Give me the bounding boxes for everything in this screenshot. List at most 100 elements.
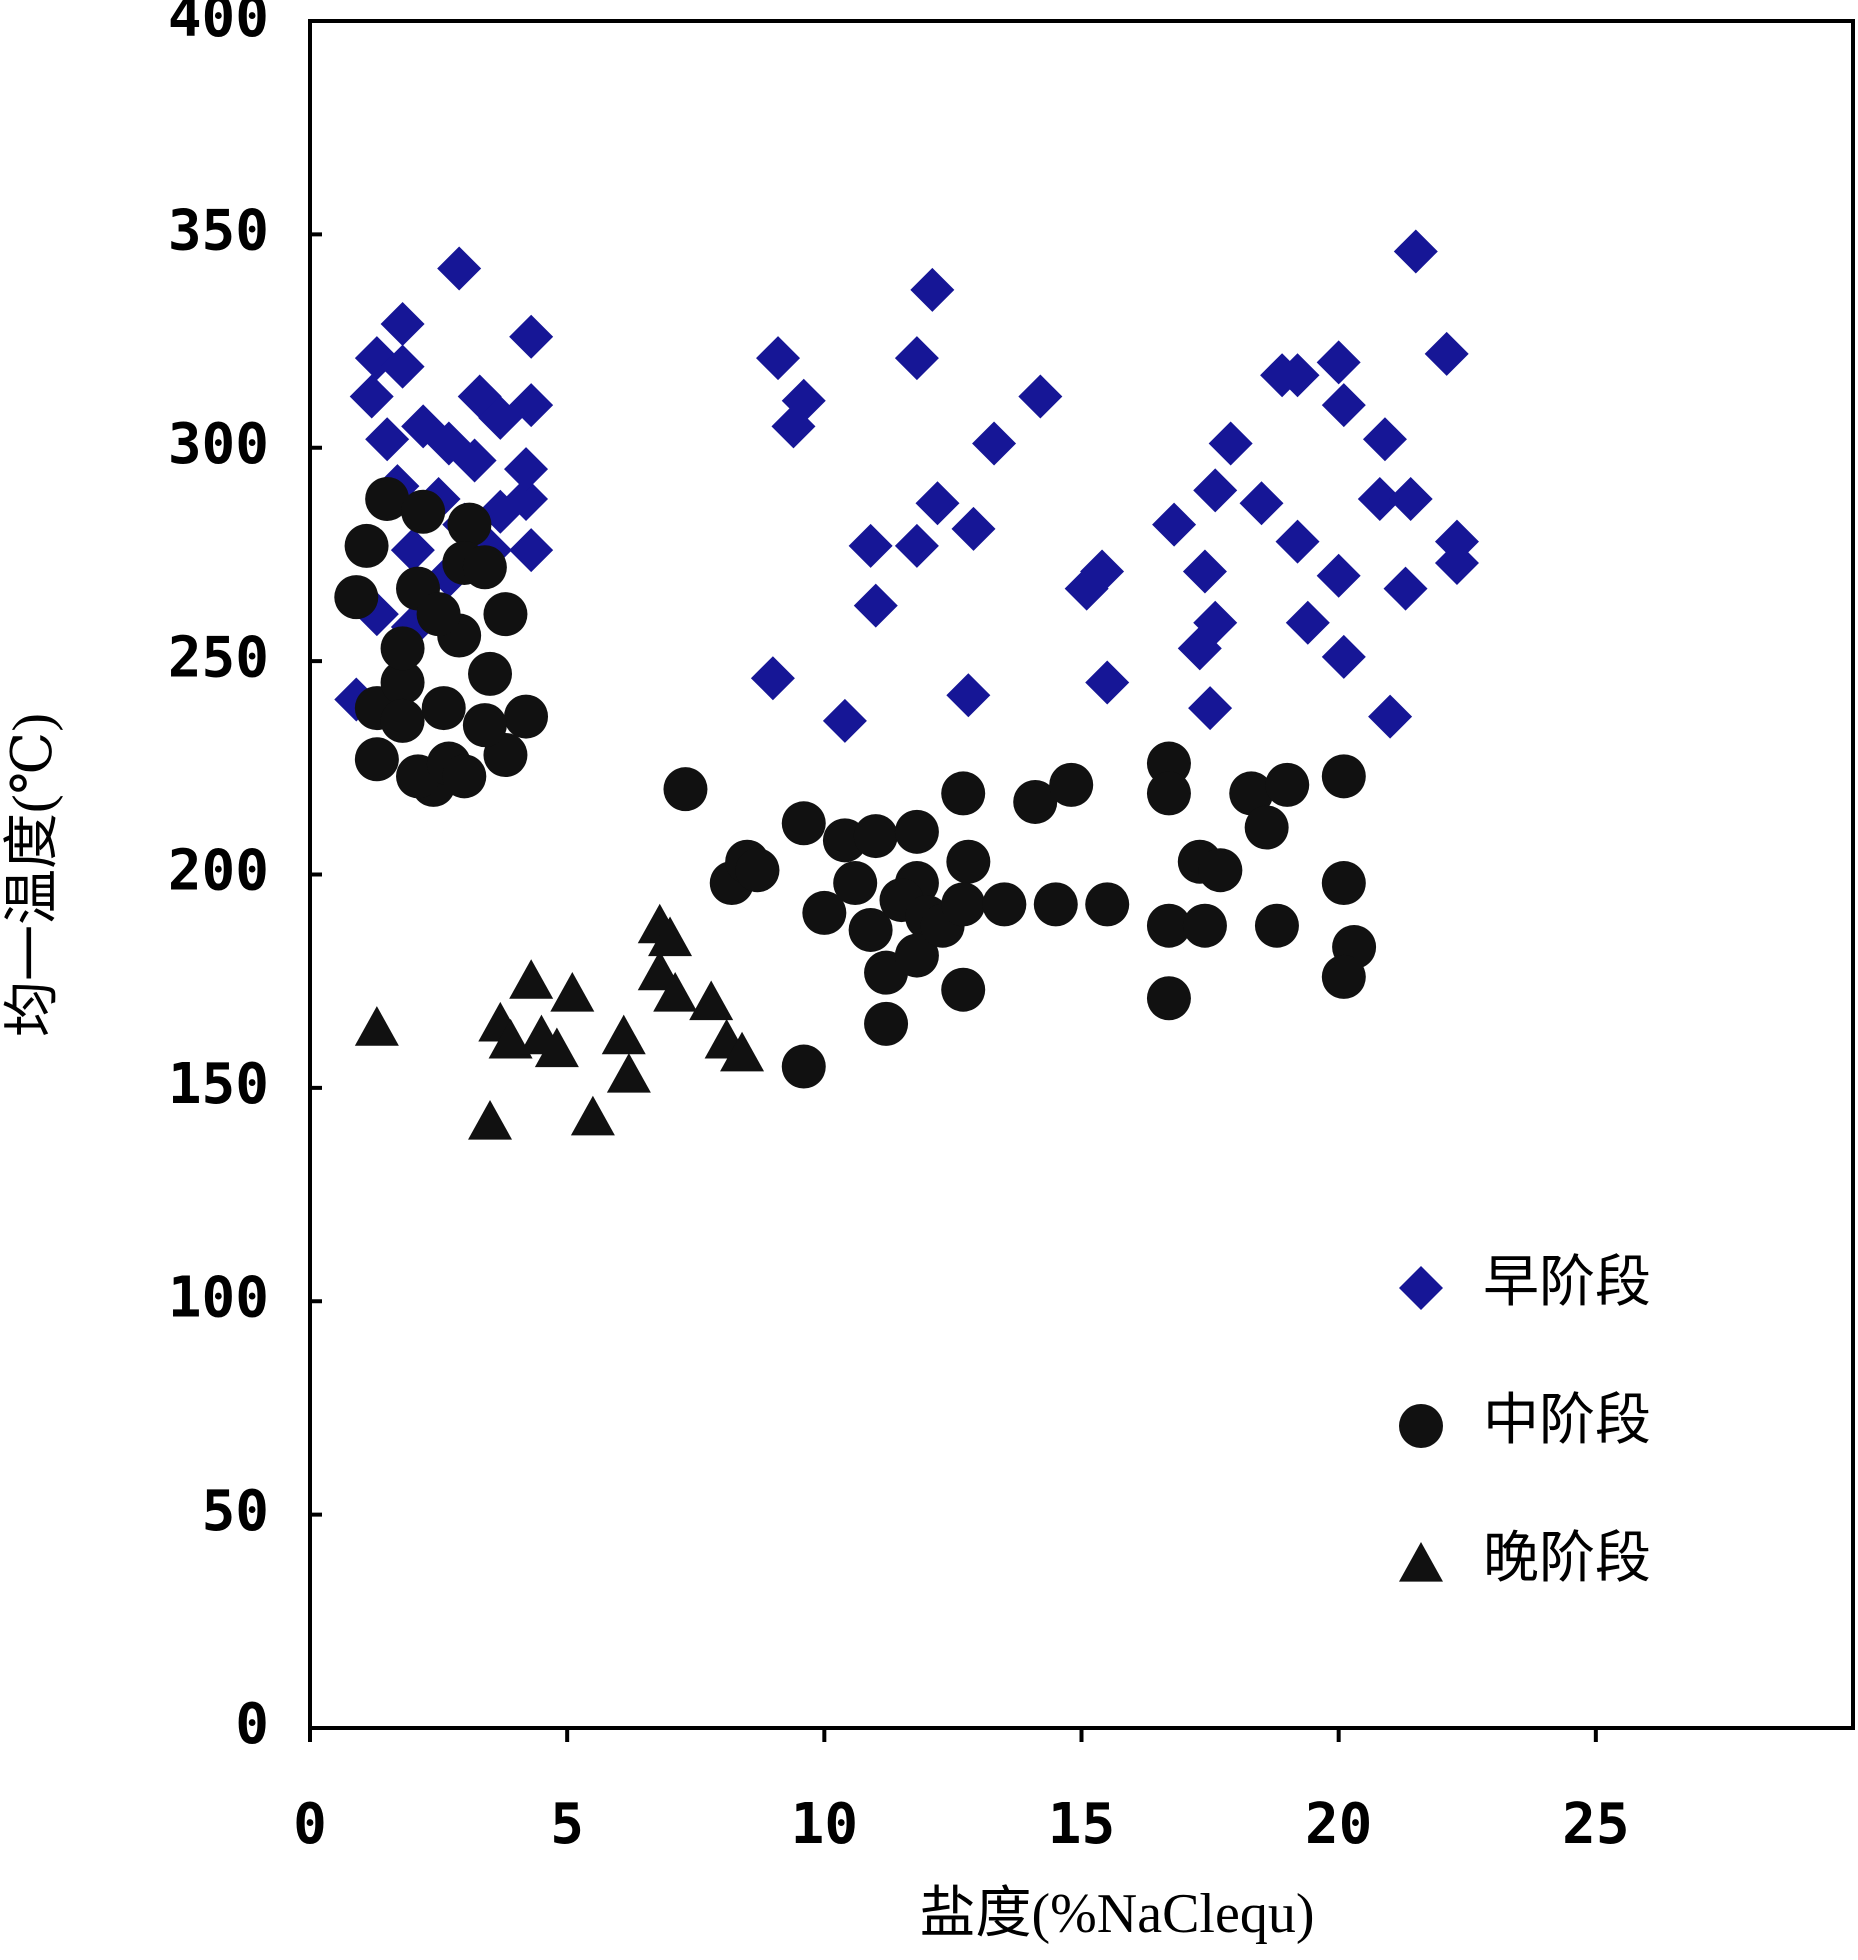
diamond-marker [848,523,893,568]
circle-marker [982,882,1027,927]
circle-marker [442,754,487,799]
diamond-marker [756,336,801,381]
diamond-marker [1316,340,1361,385]
circle-marker [421,686,466,731]
y-tick-label: 50 [202,1479,269,1544]
diamond-marker [1188,686,1233,731]
diamond-marker [1321,634,1366,679]
diamond-marker [437,246,482,291]
diamond-marker [951,506,996,551]
circle-marker [941,882,986,927]
diamond-marker [1434,540,1479,585]
circle-marker [802,890,847,935]
y-tick-label: 300 [168,412,269,477]
plot-frame [308,19,1855,1730]
diamond-marker [1018,374,1063,419]
diamond-marker [452,438,497,483]
circle-marker [344,523,389,568]
triangle-marker [488,1018,533,1059]
legend-marker [1399,1266,1443,1310]
circle-marker [894,933,939,978]
diamond-marker [972,421,1017,466]
circle-marker [894,809,939,854]
y-tick-label: 0 [235,1692,269,1757]
circle-marker [1198,848,1243,893]
diamond-marker [1152,502,1197,547]
triangle-marker [648,916,693,957]
circle-marker [1321,861,1366,906]
y-tick-label: 250 [168,625,269,690]
circle-marker [1265,762,1310,807]
diamond-marker [750,656,795,701]
triangle-marker [509,959,554,999]
diamond-marker [1383,566,1428,611]
diamond-marker [1080,549,1125,594]
circle-marker [1146,903,1191,948]
triangle-marker [354,1006,399,1046]
legend-label: 中阶段 [1483,1390,1651,1452]
y-tick-label: 400 [168,0,269,50]
x-tick-label: 20 [1305,1792,1372,1857]
diamond-marker [894,523,939,568]
diamond-marker [380,301,425,346]
circle-marker [1049,762,1094,807]
circle-marker [462,703,507,748]
circle-marker [1229,771,1274,816]
y-tick-label: 350 [168,199,269,264]
x-tick-label: 25 [1562,1792,1629,1857]
diamond-marker [1193,600,1238,645]
circle-marker [1146,771,1191,816]
circle-marker [462,545,507,590]
circle-marker [735,848,780,893]
diamond-marker [1275,353,1320,398]
circle-marker [416,592,461,637]
diamond-marker [1239,481,1284,526]
circle-marker [380,660,425,705]
triangle-marker [653,971,698,1012]
circle-marker [1254,903,1299,948]
circle-marker [1182,903,1227,948]
circle-marker [941,771,986,816]
x-axis-label: 盐度(%NaClequ) [919,1883,1314,1945]
circle-marker [853,814,898,859]
diamond-marker [390,528,435,573]
diamond-marker [822,698,867,743]
circle-marker [781,1044,826,1089]
diamond-marker [1321,383,1366,428]
triangle-marker [534,1027,579,1068]
circle-marker [334,575,379,620]
diamond-marker [365,417,410,462]
legend-label: 早阶段 [1483,1252,1651,1314]
circle-marker [946,839,991,884]
y-tick-label: 200 [168,839,269,904]
x-tick-label: 0 [293,1792,327,1857]
diamond-marker [781,378,826,423]
y-axis-label: 均一温度(℃) [2,713,64,1037]
circle-marker [781,801,826,846]
circle-marker [1085,882,1130,927]
diamond-marker [1362,417,1407,462]
diamond-marker [509,528,554,573]
circle-marker [833,861,878,906]
circle-marker [380,626,425,671]
x-tick-label: 15 [1048,1792,1115,1857]
diamond-marker [1193,468,1238,513]
circle-marker [1321,954,1366,999]
diamond-marker [509,314,554,359]
y-tick-label: 100 [168,1265,269,1330]
x-tick-label: 10 [791,1792,858,1857]
triangle-marker [550,971,595,1012]
circle-marker [401,489,446,534]
diamond-marker [1208,421,1253,466]
triangle-marker [601,1014,646,1055]
legend-label: 晚阶段 [1483,1528,1651,1590]
diamond-marker [910,267,955,312]
triangle-marker [468,1100,513,1140]
circle-marker [663,767,708,812]
triangle-marker [689,980,734,1021]
diamond-marker [1424,331,1469,376]
legend-marker [1399,1542,1443,1582]
circle-marker [941,967,986,1012]
